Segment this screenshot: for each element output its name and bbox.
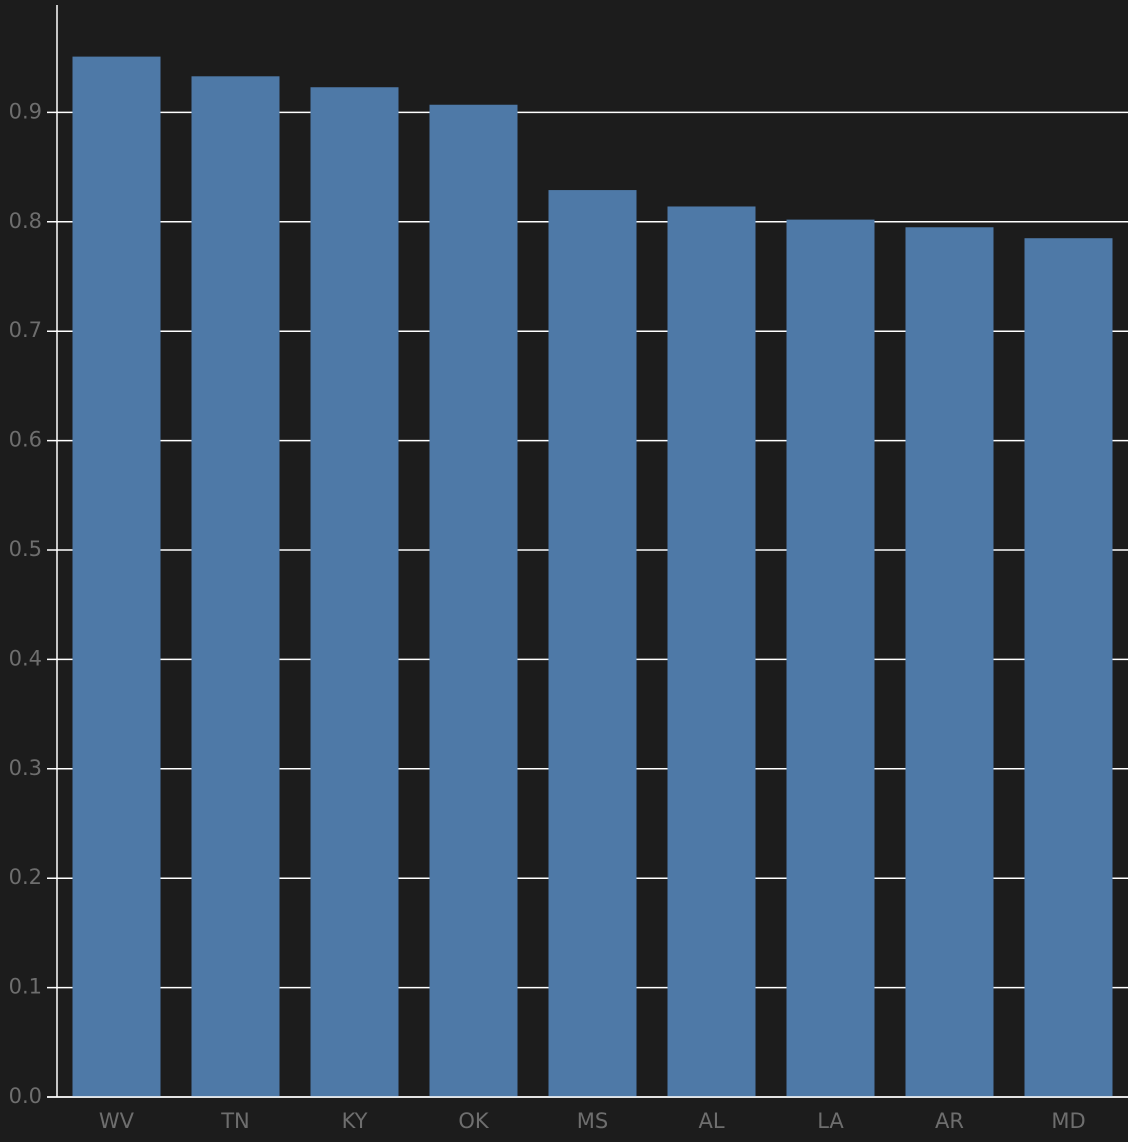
x-tick-label: AR — [935, 1109, 964, 1133]
bar — [1024, 238, 1113, 1097]
bar — [905, 227, 994, 1097]
y-tick-label: 0.2 — [9, 865, 42, 889]
bar — [429, 104, 518, 1097]
bar — [310, 87, 399, 1098]
x-tick-label: KY — [342, 1109, 368, 1133]
y-tick-label: 0.0 — [9, 1084, 42, 1108]
x-tick-label: MD — [1051, 1109, 1085, 1133]
y-tick-label: 0.4 — [9, 646, 42, 670]
bar — [72, 56, 161, 1098]
x-tick-label: WV — [99, 1109, 135, 1133]
bar — [191, 76, 280, 1098]
y-tick-label: 0.9 — [9, 99, 42, 123]
y-tick-label: 0.3 — [9, 756, 42, 780]
bar — [548, 190, 637, 1098]
x-tick-label: MS — [577, 1109, 608, 1133]
bar — [786, 219, 875, 1097]
x-tick-label: OK — [458, 1109, 490, 1133]
y-tick-label: 0.1 — [9, 975, 42, 999]
x-tick-label: TN — [220, 1109, 250, 1133]
bar — [667, 206, 756, 1097]
y-tick-label: 0.7 — [9, 318, 42, 342]
x-tick-label: AL — [698, 1109, 724, 1133]
y-tick-label: 0.8 — [9, 209, 42, 233]
y-tick-label: 0.5 — [9, 537, 42, 561]
y-tick-label: 0.6 — [9, 428, 42, 452]
x-tick-label: LA — [817, 1109, 844, 1133]
